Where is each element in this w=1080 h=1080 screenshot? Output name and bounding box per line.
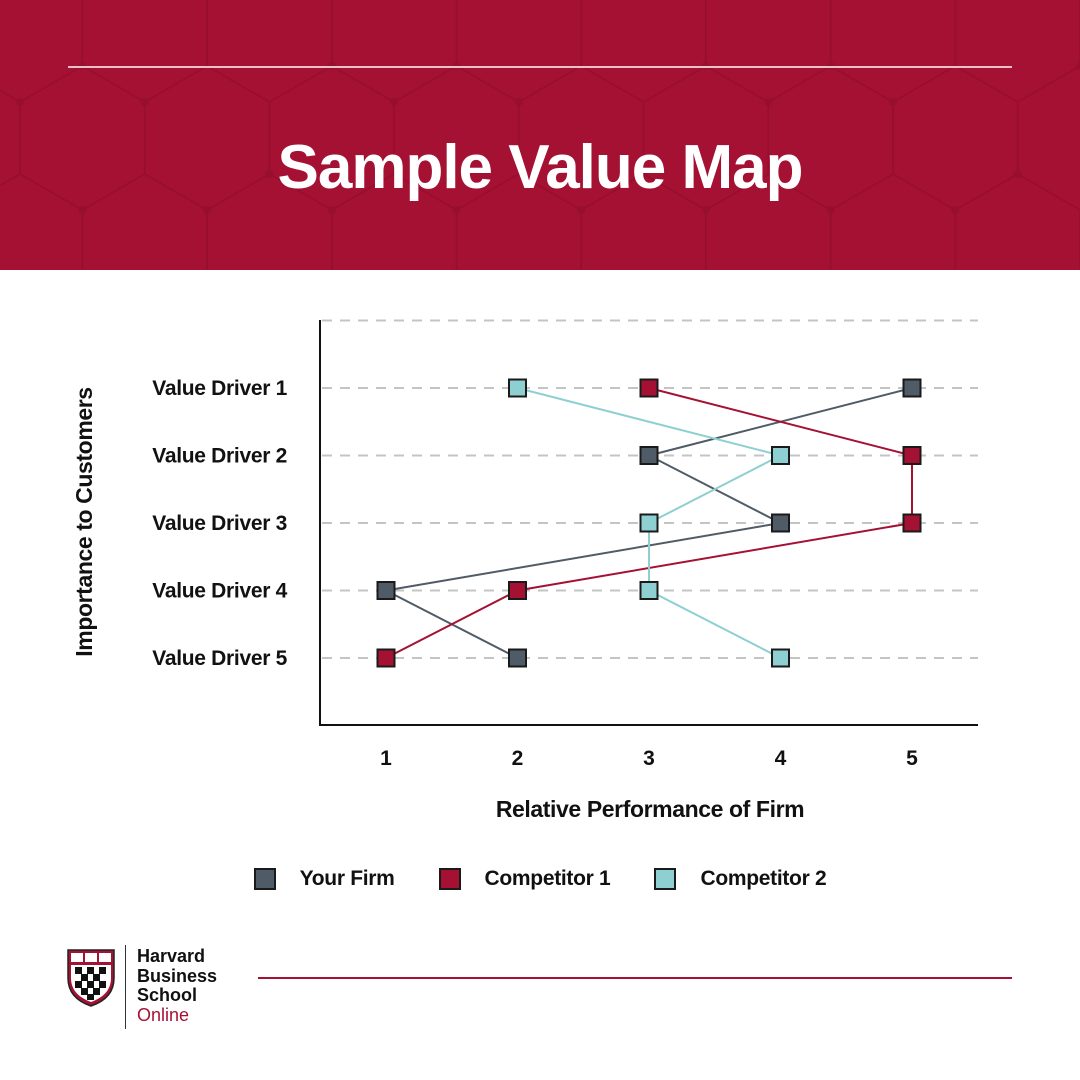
legend-item: Your Firm — [253, 867, 395, 891]
legend-label: Competitor 2 — [700, 867, 827, 890]
data-point — [902, 446, 922, 465]
brand-wordmark: Harvard Business School Online — [137, 946, 218, 1025]
data-point — [376, 648, 396, 668]
legend-label: Your Firm — [299, 867, 395, 890]
row-label: Value Driver 3 — [152, 512, 287, 535]
hex-cell — [331, 0, 458, 103]
hex-cell — [81, 173, 208, 270]
x-axis-title: Relative Performance of Firm — [496, 796, 804, 822]
legend-swatch — [253, 868, 276, 890]
data-point — [508, 581, 527, 600]
hex-cell — [954, 173, 1080, 270]
x-tick-label: 3 — [643, 747, 655, 770]
header-banner: Sample Value Map — [0, 0, 1080, 270]
data-point — [771, 446, 790, 465]
data-point — [639, 446, 659, 465]
row-label: Value Driver 5 — [152, 647, 287, 670]
hex-cell — [331, 173, 458, 270]
data-point — [639, 378, 659, 398]
hex-cell — [206, 0, 333, 103]
series — [376, 378, 922, 668]
legend-swatch — [654, 868, 677, 890]
hex-cell — [705, 0, 832, 103]
x-tick-label: 2 — [512, 747, 524, 770]
row-labels: Value Driver 1 Value Driver 2 Value Driver… — [152, 377, 288, 670]
row-label: Value Driver 1 — [152, 377, 287, 400]
brand-line-3: School — [137, 985, 198, 1005]
legend-label: Competitor 1 — [484, 867, 611, 890]
row-label: Value Driver 4 — [152, 580, 287, 603]
hex-cell — [954, 0, 1080, 103]
data-point — [902, 378, 922, 398]
legend-item: Competitor 1 — [438, 867, 611, 891]
x-tick-label: 5 — [906, 747, 918, 770]
brand-line-1: Harvard — [137, 946, 206, 966]
legend-item: Competitor 2 — [654, 867, 827, 891]
data-point — [771, 648, 790, 668]
data-point — [376, 581, 396, 600]
data-point — [771, 513, 790, 533]
hex-cell — [580, 173, 707, 270]
y-axis-title: Importance to Customers — [71, 387, 97, 656]
header-rule — [68, 66, 1012, 68]
data-point — [639, 581, 659, 600]
page-title: Sample Value Map — [277, 133, 804, 202]
brand-line-2: Business — [137, 965, 218, 986]
x-tick-label: 1 — [380, 747, 392, 770]
legend-swatch — [438, 868, 461, 890]
axes — [319, 320, 978, 726]
data-point — [508, 648, 527, 668]
data-point — [902, 513, 922, 533]
row-label: Value Driver 2 — [152, 445, 287, 468]
hex-cell — [455, 0, 582, 103]
series-points — [376, 378, 922, 668]
footer-rule — [258, 977, 1012, 979]
x-tick-labels: 1 2 3 4 5 — [380, 747, 918, 770]
hex-cell — [829, 0, 957, 103]
value-map-chart: Value Driver 1 Value Driver 2 Value Driver… — [71, 319, 978, 822]
hbs-shield-icon — [67, 949, 115, 1007]
hex-cell — [580, 0, 707, 103]
hex-cell — [455, 173, 582, 270]
hex-cell — [81, 0, 208, 103]
hex-cell — [0, 173, 84, 270]
brand-line-4: Online — [137, 1004, 190, 1025]
x-tick-label: 4 — [775, 747, 787, 770]
hex-cell — [829, 173, 957, 270]
hex-cell — [705, 173, 832, 270]
data-point — [639, 513, 659, 533]
data-point — [508, 378, 527, 398]
hex-cell — [206, 173, 333, 270]
footer-divider — [125, 945, 126, 1029]
hex-cell — [0, 0, 84, 103]
legend: Your Firm Competitor 1 Competitor 2 — [0, 864, 1080, 894]
